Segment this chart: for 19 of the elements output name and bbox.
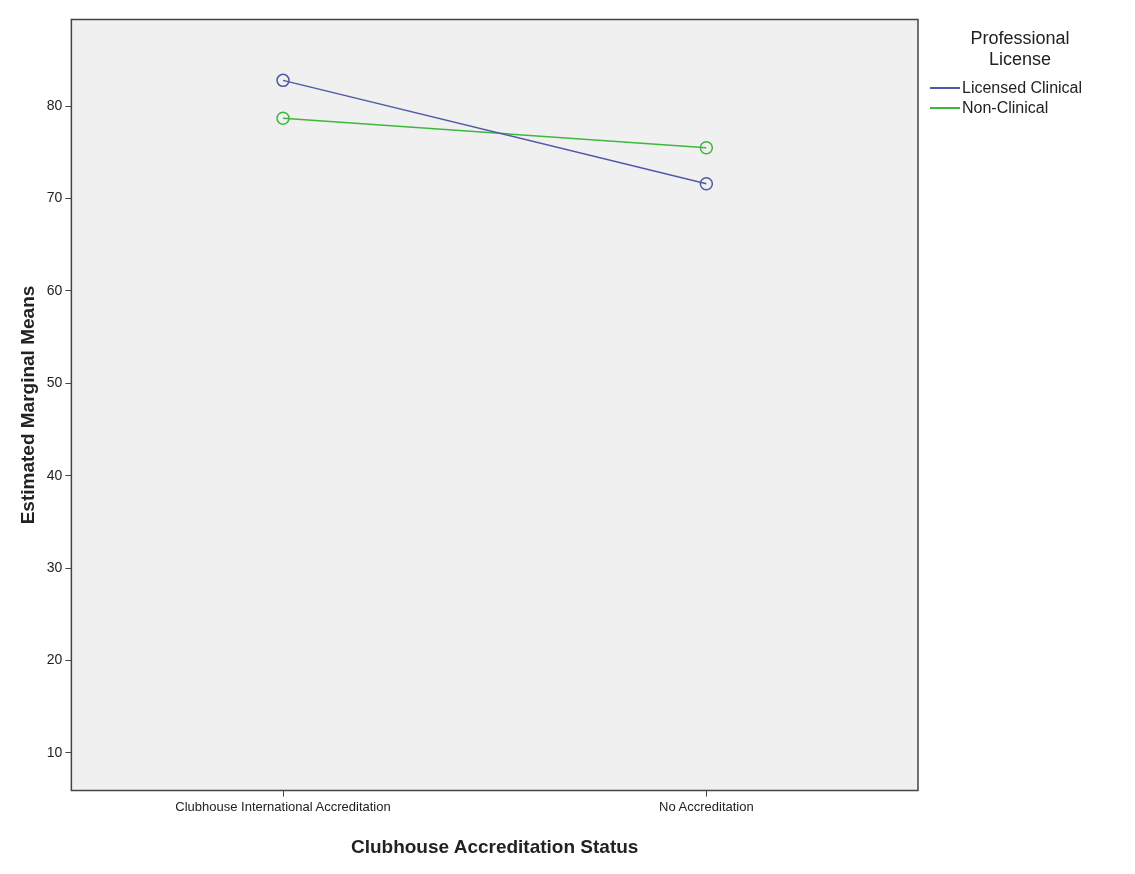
- y-tick-label: 50: [46, 374, 63, 391]
- x-axis-title: Clubhouse Accreditation Status: [350, 835, 639, 857]
- legend-label: Licensed Clinical: [962, 79, 1083, 97]
- point: [276, 111, 290, 125]
- y-tick-label: 80: [46, 97, 63, 114]
- x-tick-label: No Accreditation: [659, 798, 754, 814]
- y-tick-label: 40: [46, 466, 63, 483]
- y-tick-label: 30: [46, 558, 63, 575]
- y-tick-label: 20: [46, 651, 63, 668]
- y-tick-label: 70: [46, 189, 63, 206]
- x-tick-label: Clubhouse International Accreditation: [175, 798, 391, 814]
- y-axis-title: Estimated Marginal Means: [16, 285, 38, 525]
- point: [699, 177, 714, 191]
- y-tick-label: 10: [46, 743, 63, 760]
- y-tick-label: 60: [46, 281, 63, 298]
- point: [276, 73, 290, 88]
- point: [699, 141, 714, 155]
- legend-label: Non-Clinical: [962, 99, 1049, 117]
- legend-title: Professional License: [969, 28, 1071, 70]
